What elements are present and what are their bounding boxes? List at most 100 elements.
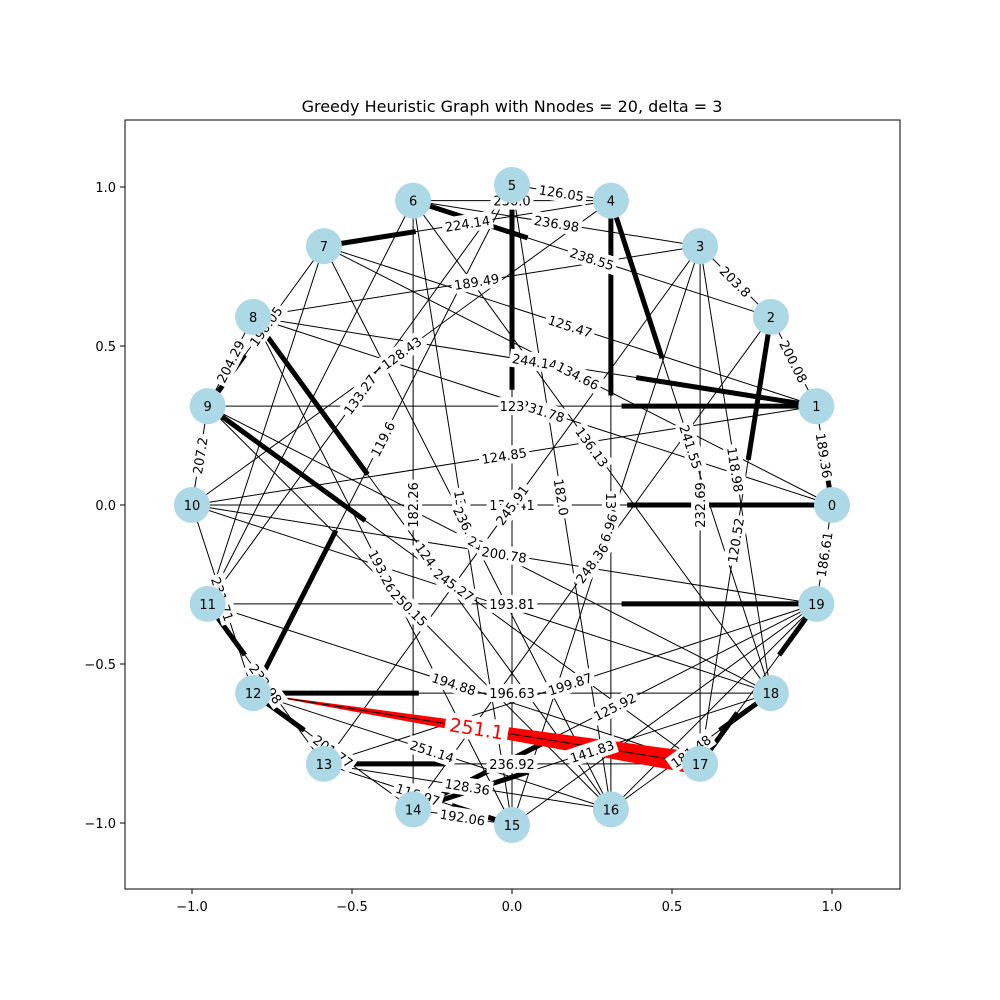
edge-label-background: [508, 348, 562, 375]
edge-label: 232.69: [691, 479, 710, 531]
edge-label: 182.0: [549, 474, 574, 520]
edge-label-text: 123: [500, 400, 525, 415]
node-circle: [305, 228, 342, 265]
edge-label-text: 126.05: [538, 183, 585, 205]
edge-label-text: 236.92: [489, 758, 535, 773]
node-label: 12: [245, 687, 262, 702]
edge-label-background: [405, 734, 459, 768]
edge-label-background: [436, 804, 490, 831]
edge-label: 182.26: [404, 479, 423, 531]
node-label: 7: [320, 240, 328, 255]
node-circle: [682, 745, 719, 782]
edge-label-background: [543, 309, 598, 343]
edge-line: [191, 504, 772, 694]
node-circle: [752, 298, 789, 335]
x-tick-label: 0.5: [662, 900, 683, 915]
edge-label: 224.14: [440, 210, 494, 237]
edge-label-background: [384, 583, 434, 633]
node-label: 6: [409, 195, 417, 210]
edge-label-text: 186.61: [815, 531, 837, 578]
edge-label-text: 236.98: [533, 214, 580, 236]
node-label: 18: [763, 687, 780, 702]
graph-node: 5: [494, 167, 530, 203]
x-axis: −1.0 −0.5 0.0 0.5 1.0: [176, 889, 842, 915]
node-circle: [395, 791, 432, 828]
edge-label-background: [364, 415, 401, 463]
edge-label-text: 244.14: [511, 352, 558, 374]
edge-label: 120.52: [722, 513, 749, 567]
edge-label-text: 207.2: [191, 436, 212, 475]
edge-label-background: [543, 667, 598, 701]
edge-label-text: 232.69: [694, 482, 709, 528]
y-tick-label: 0.0: [95, 499, 116, 514]
edge-label-background: [811, 429, 838, 483]
edge-label-background: [549, 474, 574, 520]
node-circle: [189, 388, 226, 425]
edge-label-background: [477, 541, 531, 568]
graph-node: 1: [798, 388, 835, 425]
edge-label-background: [534, 179, 588, 206]
node-circle: [235, 675, 272, 712]
x-tick-label: −1.0: [176, 900, 208, 915]
graph-node: 9: [189, 388, 226, 425]
node-circle: [798, 585, 835, 622]
node-circle: [592, 791, 629, 828]
edge-label-background: [337, 368, 383, 421]
edge-label: 123: [498, 397, 526, 416]
edge-label-background: [375, 330, 428, 376]
node-circle: [174, 487, 210, 523]
node-label: 10: [184, 499, 201, 514]
y-tick-label: −0.5: [84, 658, 116, 673]
edge-label-background: [674, 419, 708, 474]
node-circle: [494, 167, 530, 203]
chart-title: Greedy Heuristic Graph with Nnodes = 20,…: [302, 97, 723, 116]
node-label: 5: [508, 179, 516, 194]
edge: [191, 504, 772, 694]
graph-node: 3: [682, 228, 719, 265]
edge-label-background: [811, 527, 838, 581]
node-circle: [305, 745, 342, 782]
edge-label: 186.61: [811, 527, 838, 581]
edge-label-background: [530, 210, 584, 237]
edge-label-text: 192.06: [439, 808, 486, 830]
node-label: 16: [603, 803, 620, 818]
edge-label: 236.98: [530, 210, 584, 237]
edge: [207, 200, 414, 605]
edge-label-background: [722, 443, 749, 497]
edge-label-text: 224.14: [444, 214, 491, 236]
edge-label-background: [440, 773, 494, 800]
edge-label-text: 196.63: [489, 687, 535, 702]
edge-label-background: [565, 242, 619, 276]
graph-node: 10: [174, 487, 210, 523]
node-circle: [235, 298, 272, 335]
edge: [207, 245, 325, 605]
edge-label-background: [443, 711, 510, 746]
edge-label: 244.14: [508, 348, 562, 375]
node-label: 3: [696, 240, 704, 255]
graph-node: 4: [592, 182, 629, 219]
graph-node: 17: [682, 745, 719, 782]
edge-label-text: 120.52: [726, 517, 748, 564]
node-label: 11: [199, 598, 216, 613]
graph-node: 11: [189, 585, 226, 622]
edge-label-background: [569, 537, 615, 589]
y-axis: 1.0 0.5 0.0 −0.5 −1.0: [84, 181, 125, 832]
y-tick-label: −1.0: [84, 817, 116, 832]
edge-label-background: [722, 513, 749, 567]
edge-label-background: [187, 432, 213, 479]
graph-node: 0: [814, 487, 850, 523]
edge-label: 189.49: [450, 268, 504, 295]
node-label: 9: [204, 400, 212, 415]
graph-node: 18: [752, 675, 789, 712]
graph-node: 12: [235, 675, 272, 712]
edge-label: 189.36: [811, 429, 838, 483]
edge-label-background: [210, 334, 250, 389]
edge-line: [511, 603, 817, 826]
edge-label-text: 182.26: [407, 482, 422, 528]
node-label: 1: [812, 400, 820, 415]
edge-label: 207.2: [187, 432, 213, 479]
edge-label-background: [428, 562, 480, 608]
graph-node: 8: [235, 298, 272, 335]
